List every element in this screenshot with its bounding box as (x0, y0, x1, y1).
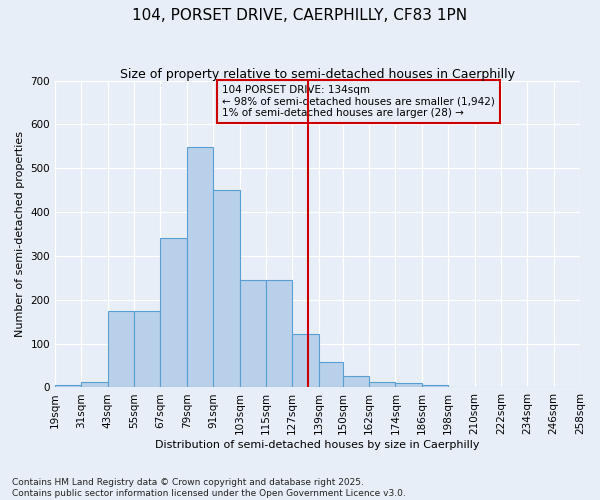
Bar (319, 362, 343, 388)
Bar (292, 334, 319, 388)
Text: 104, PORSET DRIVE, CAERPHILLY, CF83 1PN: 104, PORSET DRIVE, CAERPHILLY, CF83 1PN (133, 8, 467, 22)
Bar (239, 280, 266, 388)
Bar (82, 382, 108, 388)
Bar (134, 310, 160, 388)
Text: Contains HM Land Registry data © Crown copyright and database right 2025.
Contai: Contains HM Land Registry data © Crown c… (12, 478, 406, 498)
Bar (160, 238, 187, 388)
Bar (369, 382, 395, 388)
Bar (108, 310, 134, 388)
Bar (55, 386, 82, 388)
Bar (266, 280, 292, 388)
Bar (343, 376, 369, 388)
Title: Size of property relative to semi-detached houses in Caerphilly: Size of property relative to semi-detach… (120, 68, 515, 80)
Bar (213, 190, 239, 388)
Bar (422, 386, 448, 388)
Y-axis label: Number of semi-detached properties: Number of semi-detached properties (15, 131, 25, 337)
X-axis label: Distribution of semi-detached houses by size in Caerphilly: Distribution of semi-detached houses by … (155, 440, 480, 450)
Text: 104 PORSET DRIVE: 134sqm
← 98% of semi-detached houses are smaller (1,942)
1% of: 104 PORSET DRIVE: 134sqm ← 98% of semi-d… (222, 85, 495, 118)
Bar (187, 147, 213, 388)
Bar (395, 383, 422, 388)
